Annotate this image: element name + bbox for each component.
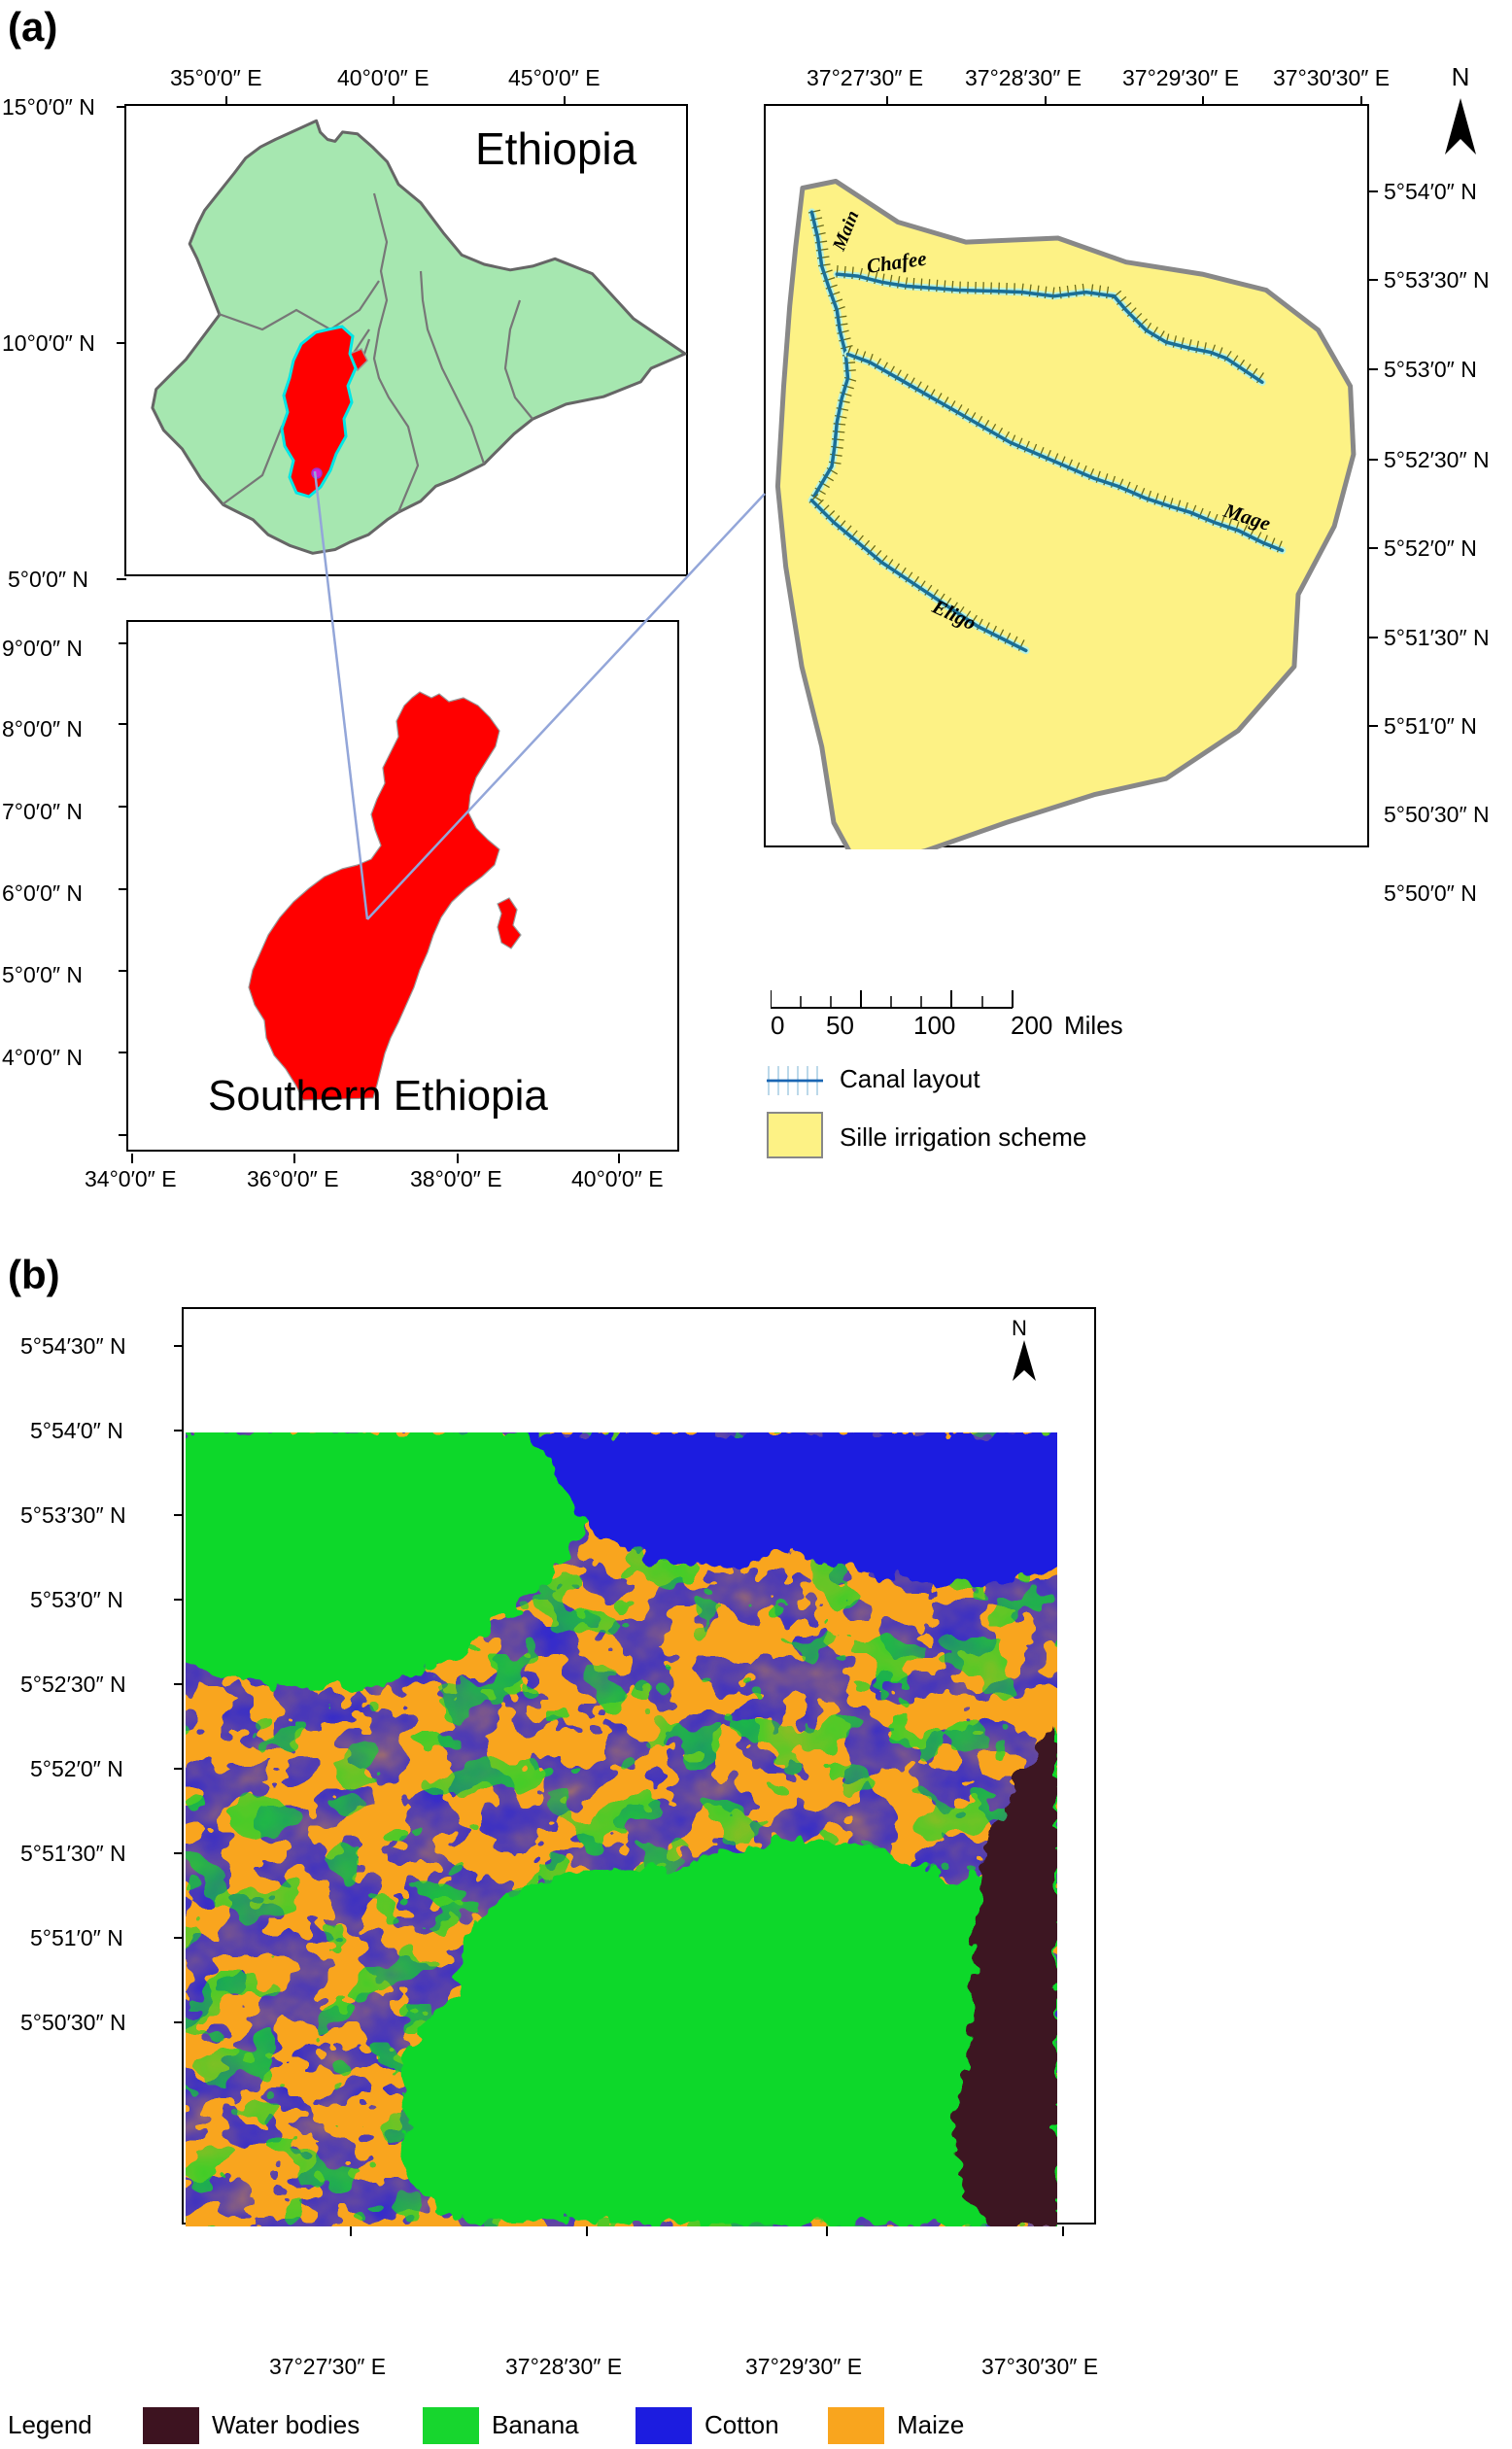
svg-text:Southern Ethiopia: Southern Ethiopia (208, 1072, 548, 1120)
svg-text:Ethiopia: Ethiopia (475, 123, 637, 174)
